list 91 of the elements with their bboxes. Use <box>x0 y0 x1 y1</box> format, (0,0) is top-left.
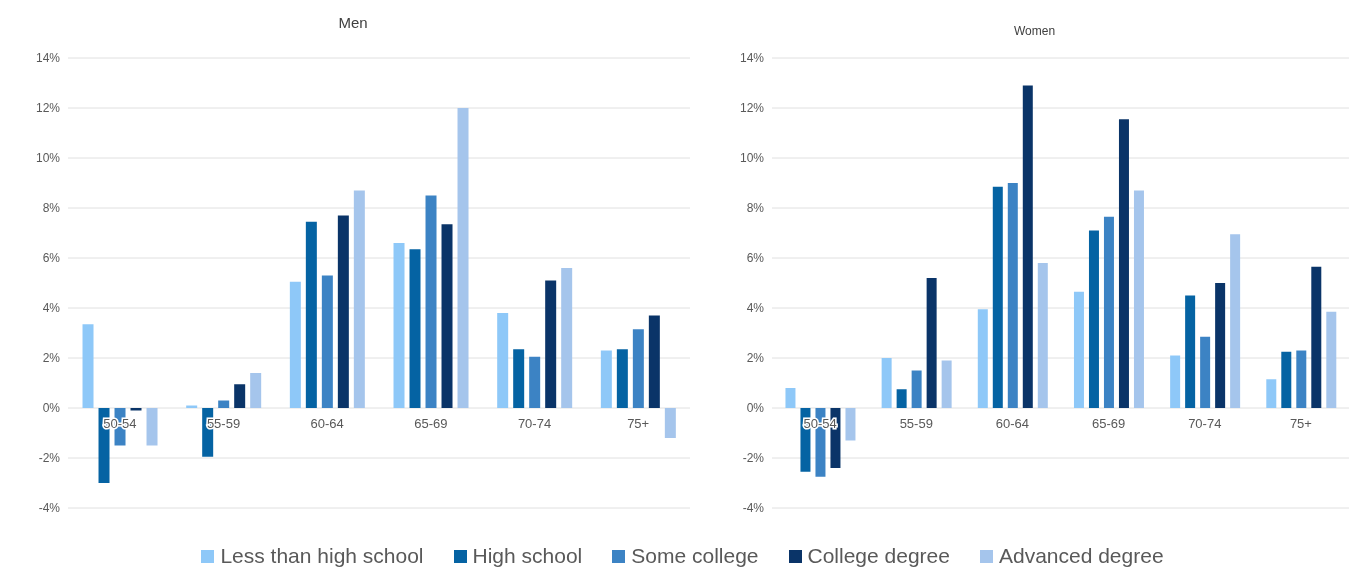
bar <box>926 278 937 408</box>
bar <box>1230 234 1241 408</box>
bar <box>561 268 573 408</box>
y-tick-label: 14% <box>35 51 61 66</box>
bar <box>881 358 892 408</box>
bar <box>911 370 922 408</box>
bar <box>992 186 1003 408</box>
bar <box>648 315 660 408</box>
bar <box>529 356 541 408</box>
legend-label: College degree <box>807 544 950 568</box>
bar <box>1118 119 1129 408</box>
bar <box>545 280 557 408</box>
y-tick-label: 12% <box>35 101 61 116</box>
bar <box>1133 190 1144 408</box>
chart-title: Men <box>337 13 369 33</box>
bar <box>441 224 453 408</box>
bar <box>393 243 405 408</box>
y-tick-label: 2% <box>42 351 61 366</box>
y-tick-label: 0% <box>42 401 61 416</box>
bar <box>1170 355 1181 408</box>
legend-label: Some college <box>631 544 759 568</box>
x-tick-label: 65-69 <box>414 416 448 431</box>
bar <box>250 373 262 408</box>
x-tick-label: 55-59 <box>899 416 933 431</box>
legend-label: Less than high school <box>220 544 424 568</box>
bar <box>1022 85 1033 408</box>
y-tick-label: 8% <box>746 201 765 216</box>
bar <box>1088 230 1099 408</box>
legend-label: Advanced degree <box>998 544 1164 568</box>
y-tick-label: -4% <box>38 501 61 516</box>
y-tick-label: -2% <box>742 451 765 466</box>
bar <box>82 324 94 408</box>
bar <box>1326 311 1337 408</box>
y-tick-label: -4% <box>742 501 765 516</box>
bar <box>1103 216 1114 408</box>
bar <box>1311 266 1322 408</box>
bar <box>234 384 246 408</box>
y-tick-label: -2% <box>38 451 61 466</box>
x-tick-label: 50-54 <box>803 416 837 431</box>
y-tick-label: 10% <box>739 151 765 166</box>
bar <box>664 408 676 438</box>
y-tick-label: 12% <box>739 101 765 116</box>
bar <box>1296 350 1307 408</box>
y-tick-label: 0% <box>746 401 765 416</box>
x-tick-label: 60-64 <box>995 416 1030 431</box>
x-tick-label: 70-74 <box>1188 416 1222 431</box>
x-tick-label: 60-64 <box>310 416 344 431</box>
bar <box>1266 379 1277 408</box>
x-tick-label: 75+ <box>1289 416 1312 431</box>
bar <box>305 221 317 408</box>
bar <box>218 400 230 408</box>
bar <box>1073 291 1084 408</box>
bar <box>146 408 158 446</box>
bar <box>321 275 333 408</box>
y-tick-label: 10% <box>35 151 61 166</box>
bar <box>513 349 525 408</box>
y-tick-label: 4% <box>42 301 61 316</box>
bar <box>337 215 349 408</box>
bar <box>785 388 796 408</box>
bar <box>1185 295 1196 408</box>
bar <box>1281 351 1292 408</box>
x-tick-label: 65-69 <box>1091 416 1126 431</box>
x-tick-label: 75+ <box>627 416 650 431</box>
bar <box>409 249 421 408</box>
bar <box>1037 263 1048 408</box>
bar <box>425 195 437 408</box>
bar <box>130 408 142 411</box>
bar <box>457 108 469 408</box>
bar <box>1200 336 1211 408</box>
bar <box>616 349 628 408</box>
y-tick-label: 4% <box>746 301 765 316</box>
chart-title: Women <box>1012 23 1057 40</box>
bar <box>497 313 509 408</box>
x-tick-label: 70-74 <box>517 416 552 431</box>
bar <box>632 329 644 408</box>
x-tick-label: 50-54 <box>103 416 137 431</box>
bar <box>1007 183 1018 408</box>
bar <box>600 350 612 408</box>
y-tick-label: 8% <box>42 201 61 216</box>
bar <box>845 408 856 441</box>
bar <box>896 389 907 408</box>
y-tick-label: 14% <box>739 51 765 66</box>
y-tick-label: 6% <box>42 251 61 266</box>
legend-label: High school <box>472 544 583 568</box>
bar <box>289 281 301 408</box>
bar <box>353 190 365 408</box>
y-tick-label: 6% <box>746 251 765 266</box>
bar <box>977 309 988 408</box>
y-tick-label: 2% <box>746 351 765 366</box>
bar <box>941 360 952 408</box>
bar <box>1215 283 1226 408</box>
